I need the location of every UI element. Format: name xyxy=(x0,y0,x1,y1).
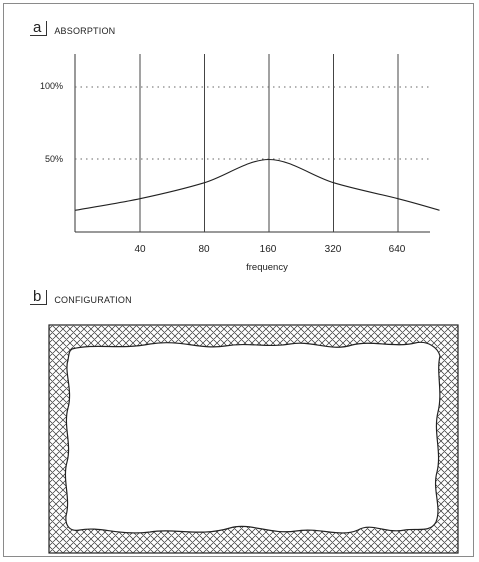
configuration-room xyxy=(48,324,459,554)
x-tick-160: 160 xyxy=(259,244,277,255)
chart-axes xyxy=(74,54,430,233)
x-tick-40: 40 xyxy=(134,244,146,255)
absorption-curve xyxy=(75,158,440,211)
horizontal-gridlines xyxy=(75,86,430,160)
figure-frame xyxy=(3,3,474,557)
x-tick-640: 640 xyxy=(388,244,406,255)
panel-a-title: ABSORPTION xyxy=(54,26,116,36)
panel-a-letter: a xyxy=(30,20,48,36)
panel-a-label: a ABSORPTION xyxy=(30,20,116,36)
panel-b-title: CONFIGURATION xyxy=(54,295,132,305)
x-tick-320: 320 xyxy=(324,244,342,255)
x-axis-label: frequency xyxy=(246,262,288,273)
room-interior xyxy=(64,341,441,534)
panel-b-letter: b xyxy=(30,289,48,305)
y-tick-50: 50% xyxy=(45,154,64,164)
panel-b-label: b CONFIGURATION xyxy=(30,289,132,305)
vertical-gridlines xyxy=(139,54,399,232)
y-tick-100: 100% xyxy=(40,81,64,91)
x-tick-80: 80 xyxy=(198,244,210,255)
